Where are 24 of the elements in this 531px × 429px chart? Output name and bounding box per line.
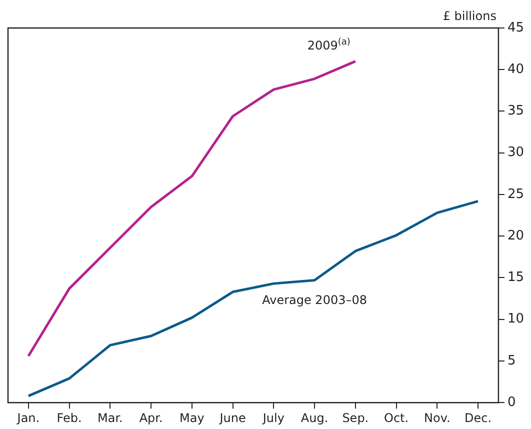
- x-tick-label: Mar.: [98, 410, 123, 425]
- x-tick-label: Sep.: [342, 410, 369, 425]
- x-tick-label: Oct.: [384, 410, 409, 425]
- y-tick-label: 40: [507, 62, 524, 77]
- y-tick-label: 0: [507, 394, 516, 410]
- x-tick-label: Nov.: [424, 410, 450, 425]
- y-tick-label: 15: [507, 270, 524, 286]
- y-tick-label: 35: [507, 104, 524, 119]
- x-tick-label: June: [218, 410, 246, 425]
- y-tick-label: 30: [507, 145, 524, 160]
- y-tick-label: 20: [507, 228, 524, 244]
- y-axis-title: £ billions: [442, 9, 496, 23]
- x-tick-label: Apr.: [139, 410, 163, 425]
- y-tick-label: 25: [507, 186, 524, 202]
- y-tick-label: 10: [507, 312, 524, 327]
- x-tick-label: Jan.: [16, 410, 40, 425]
- y-tick-label: 5: [507, 353, 516, 368]
- x-tick-label: May: [180, 410, 204, 425]
- series-label: Average 2003–08: [262, 293, 367, 308]
- y-tick-label: 45: [507, 20, 524, 36]
- x-tick-label: July: [262, 410, 284, 425]
- x-tick-label: Aug.: [300, 410, 328, 425]
- x-tick-label: Feb.: [56, 410, 82, 425]
- x-tick-label: Dec.: [464, 410, 492, 425]
